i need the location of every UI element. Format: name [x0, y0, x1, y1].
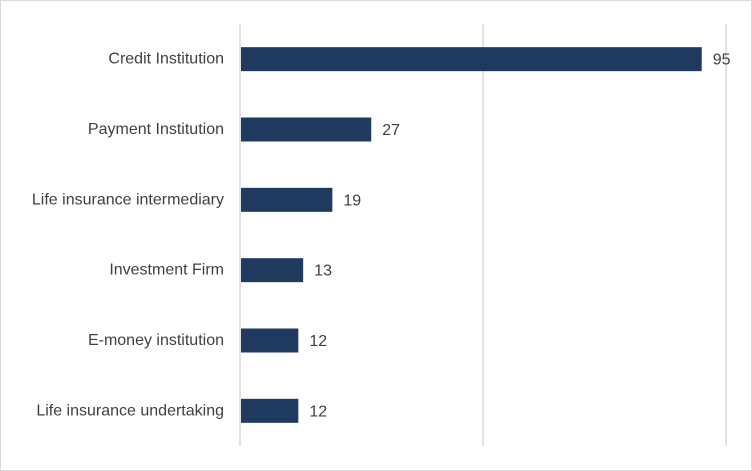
bar — [241, 117, 372, 142]
data-label: 95 — [713, 52, 731, 69]
category-label: E-money institution — [88, 332, 224, 349]
data-label: 12 — [309, 333, 327, 350]
bar — [241, 258, 304, 283]
category-label: Life insurance intermediary — [32, 191, 224, 208]
category-label: Credit Institution — [108, 51, 224, 68]
bar — [241, 328, 299, 353]
bar — [241, 398, 299, 423]
bars — [241, 47, 702, 423]
category-labels: Credit Institution Payment Institution Lif… — [32, 51, 224, 420]
gridlines — [239, 24, 727, 446]
data-labels: 95 27 19 13 12 12 — [309, 52, 730, 421]
category-label: Investment Firm — [109, 262, 224, 279]
bar — [241, 47, 702, 72]
category-label: Payment Institution — [88, 121, 224, 138]
data-label: 27 — [382, 122, 400, 139]
data-label: 13 — [314, 263, 332, 280]
data-label: 19 — [343, 192, 361, 209]
data-label: 12 — [309, 403, 327, 420]
category-label: Life insurance undertaking — [36, 402, 224, 419]
bar — [241, 187, 333, 212]
